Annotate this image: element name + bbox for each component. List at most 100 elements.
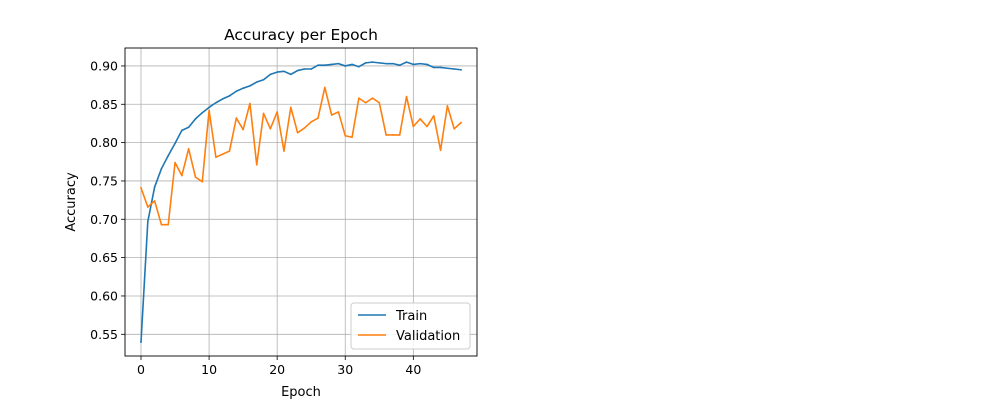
data-point-train xyxy=(446,67,449,70)
data-point-train xyxy=(262,78,265,81)
data-point-validation xyxy=(351,136,353,139)
data-point-train xyxy=(317,64,319,66)
data-point-train xyxy=(337,62,340,65)
y-tick-label: 0.70 xyxy=(90,212,118,227)
data-point-validation xyxy=(412,125,415,128)
data-point-train xyxy=(324,64,326,66)
data-point-validation xyxy=(181,174,183,177)
data-point-validation xyxy=(289,106,292,109)
data-point-validation xyxy=(392,134,394,136)
data-point-validation xyxy=(324,86,326,89)
data-point-validation xyxy=(153,200,156,202)
y-tick-label: 0.60 xyxy=(90,288,118,303)
x-tick-label: 30 xyxy=(337,362,353,377)
data-point-train xyxy=(215,101,217,104)
data-point-train xyxy=(208,106,210,109)
data-point-train xyxy=(147,220,149,223)
series-layer xyxy=(139,61,463,343)
data-point-train xyxy=(432,66,435,69)
data-point-train xyxy=(289,73,292,76)
x-tick-label: 20 xyxy=(269,362,285,377)
data-point-train xyxy=(419,62,421,65)
data-point-validation xyxy=(255,164,258,166)
data-point-validation xyxy=(187,147,190,150)
data-point-train xyxy=(160,167,163,170)
series-line-train xyxy=(140,61,462,343)
data-point-validation xyxy=(453,128,455,130)
data-point-validation xyxy=(364,101,367,104)
data-point-train xyxy=(310,68,313,70)
data-point-train xyxy=(276,71,278,73)
data-point-train xyxy=(249,85,251,87)
data-point-train xyxy=(385,62,387,65)
y-tick-label: 0.65 xyxy=(90,250,118,265)
grid xyxy=(125,48,477,356)
data-point-train xyxy=(221,98,224,100)
data-point-validation xyxy=(201,180,204,183)
data-point-validation xyxy=(221,153,224,155)
data-point-validation xyxy=(344,134,347,137)
data-point-train xyxy=(194,118,197,120)
ticks: 0 10 20 30 40 0.55 0.60 0.65 0.70 0.75 0.80 0.85 0.9… xyxy=(90,58,421,377)
data-point-validation xyxy=(330,114,333,116)
data-point-train xyxy=(344,65,347,67)
y-axis-label: Accuracy xyxy=(64,172,79,232)
data-point-train xyxy=(283,70,285,73)
data-point-train xyxy=(378,62,381,64)
data-point-validation xyxy=(262,112,265,115)
plot-frame xyxy=(124,47,478,357)
data-point-validation xyxy=(310,121,313,123)
data-point-train xyxy=(405,61,408,63)
data-point-train xyxy=(174,142,176,145)
data-point-train xyxy=(201,111,204,114)
data-point-validation xyxy=(419,118,421,120)
data-point-validation xyxy=(228,150,231,152)
data-point-validation xyxy=(426,125,428,128)
data-point-validation xyxy=(439,149,442,152)
data-point-train xyxy=(187,126,190,129)
data-point-validation xyxy=(378,101,381,104)
series-line-validation xyxy=(139,86,463,226)
data-point-train xyxy=(371,61,374,63)
data-point-validation xyxy=(446,105,449,107)
chart-title: Accuracy per Epoch xyxy=(224,26,378,44)
data-point-train xyxy=(364,62,367,64)
data-point-validation xyxy=(194,176,197,178)
data-point-validation xyxy=(358,97,360,99)
data-point-train xyxy=(460,68,462,71)
data-point-train xyxy=(242,87,244,89)
data-point-validation xyxy=(317,117,319,119)
data-point-validation xyxy=(398,134,401,136)
data-point-train xyxy=(439,66,442,69)
legend: Train Validation xyxy=(350,302,471,350)
data-point-validation xyxy=(303,127,306,129)
x-tick-label: 0 xyxy=(137,362,145,377)
data-point-validation xyxy=(296,131,299,134)
data-point-validation xyxy=(283,150,285,152)
y-tick-label: 0.90 xyxy=(90,58,118,73)
data-point-train xyxy=(235,90,238,93)
data-point-train xyxy=(167,154,170,157)
y-tick-label: 0.80 xyxy=(90,135,118,150)
y-tick-label: 0.55 xyxy=(90,327,118,342)
x-tick-label: 10 xyxy=(201,362,217,377)
data-point-validation xyxy=(215,156,217,158)
data-point-train xyxy=(303,68,306,70)
data-point-train xyxy=(153,186,156,188)
data-point-train xyxy=(351,63,353,66)
y-tick-label: 0.75 xyxy=(90,173,118,188)
data-point-validation xyxy=(208,109,210,112)
x-tick-label: 40 xyxy=(405,362,421,377)
data-point-train xyxy=(296,69,299,72)
data-point-validation xyxy=(160,223,163,226)
legend-label-train: Train xyxy=(395,309,427,324)
data-point-validation xyxy=(249,102,251,105)
data-point-validation xyxy=(405,95,408,98)
data-point-validation xyxy=(385,134,387,136)
data-point-validation xyxy=(276,111,278,113)
legend-label-validation: Validation xyxy=(396,329,460,344)
data-point-train xyxy=(330,63,333,66)
data-point-validation xyxy=(140,187,142,189)
data-point-validation xyxy=(167,223,170,226)
data-point-train xyxy=(228,95,231,97)
